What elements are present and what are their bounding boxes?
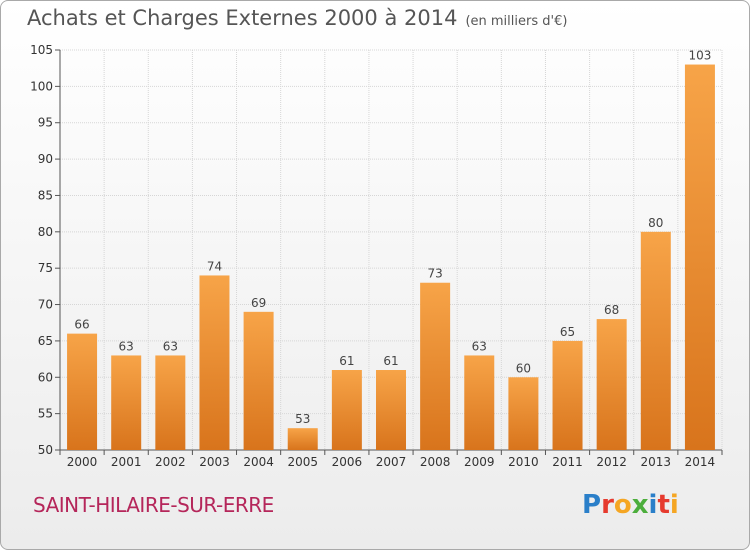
x-tick-label: 2011 <box>552 455 583 469</box>
y-tick-label: 105 <box>30 43 53 57</box>
y-tick-label: 50 <box>38 443 53 457</box>
chart-unit: (en milliers d'€) <box>465 14 568 29</box>
bar-value-label: 80 <box>648 216 663 230</box>
y-tick-label: 90 <box>38 152 53 166</box>
bar-value-label: 63 <box>472 339 487 353</box>
y-tick-label: 65 <box>38 334 53 348</box>
x-tick-label: 2005 <box>287 455 318 469</box>
bar-value-label: 61 <box>383 354 398 368</box>
x-tick-label: 2008 <box>420 455 451 469</box>
bar-value-label: 65 <box>560 325 575 339</box>
y-tick-label: 55 <box>38 407 53 421</box>
x-tick-label: 2002 <box>155 455 186 469</box>
logo-letter: t <box>657 490 670 520</box>
bar <box>287 428 318 450</box>
bar-value-label: 53 <box>295 412 310 426</box>
bar <box>684 64 715 450</box>
bar-value-label: 60 <box>516 361 531 375</box>
x-tick-label: 2012 <box>596 455 627 469</box>
proxiti-logo: Proxiti <box>582 490 679 520</box>
x-tick-label: 2003 <box>199 455 230 469</box>
commune-name: SAINT-HILAIRE-SUR-ERRE <box>33 493 274 517</box>
y-tick-label: 95 <box>38 116 53 130</box>
x-tick-label: 2000 <box>67 455 98 469</box>
chart-title-text: Achats et Charges Externes 2000 à 2014 <box>27 6 458 30</box>
logo-letter: x <box>631 490 649 520</box>
bar-value-label: 66 <box>74 318 89 332</box>
bar <box>199 275 230 450</box>
logo-letter: i <box>669 490 679 520</box>
bar <box>464 355 495 450</box>
x-tick-label: 2004 <box>243 455 274 469</box>
bar <box>243 311 274 450</box>
x-tick-label: 2001 <box>111 455 142 469</box>
chart-title: Achats et Charges Externes 2000 à 2014 (e… <box>27 6 567 30</box>
bar-value-label: 68 <box>604 303 619 317</box>
x-tick-label: 2013 <box>641 455 672 469</box>
bar-value-label: 103 <box>688 49 711 63</box>
x-tick-label: 2007 <box>376 455 407 469</box>
bar-value-label: 63 <box>119 339 134 353</box>
bar <box>111 355 142 450</box>
bar-value-label: 69 <box>251 296 266 310</box>
x-tick-label: 2006 <box>332 455 363 469</box>
x-tick-label: 2014 <box>685 455 716 469</box>
bar <box>508 377 539 450</box>
y-tick-label: 75 <box>38 261 53 275</box>
bar-value-label: 74 <box>207 259 222 273</box>
bar <box>420 282 451 450</box>
bar <box>155 355 186 450</box>
bar <box>67 333 98 450</box>
logo-letter: r <box>601 490 614 520</box>
bar-value-label: 73 <box>427 267 442 281</box>
x-tick-label: 2009 <box>464 455 495 469</box>
bar <box>376 370 406 450</box>
bar-value-label: 63 <box>163 339 178 353</box>
bar <box>640 231 671 450</box>
y-tick-label: 60 <box>38 370 53 384</box>
y-tick-label: 85 <box>38 188 53 202</box>
y-tick-label: 100 <box>30 79 53 93</box>
logo-letter: o <box>613 490 632 520</box>
bar <box>596 319 627 450</box>
logo-letter: P <box>582 490 602 520</box>
y-tick-label: 80 <box>38 225 53 239</box>
bar-value-label: 61 <box>339 354 354 368</box>
logo-letter: i <box>648 490 658 520</box>
y-tick-label: 70 <box>38 298 53 312</box>
x-tick-label: 2010 <box>508 455 539 469</box>
bar <box>552 340 583 450</box>
bar <box>331 370 362 450</box>
